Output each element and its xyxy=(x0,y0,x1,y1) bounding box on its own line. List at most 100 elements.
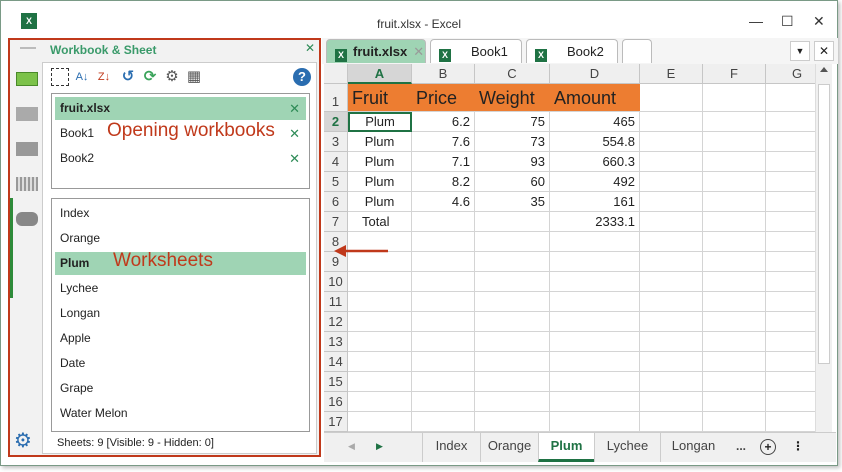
grid-cell[interactable] xyxy=(640,292,703,312)
row-header[interactable]: 10 xyxy=(324,272,348,292)
grid-cell[interactable]: Plum xyxy=(348,192,412,212)
grid-cell[interactable] xyxy=(703,132,766,152)
resize-icon[interactable] xyxy=(51,68,69,86)
row-header[interactable]: 11 xyxy=(324,292,348,312)
grid-cell[interactable] xyxy=(412,232,475,252)
grid-cell[interactable] xyxy=(640,212,703,232)
grid-cell[interactable] xyxy=(703,392,766,412)
sheet-item[interactable]: Apple xyxy=(55,327,306,350)
grid-cell[interactable] xyxy=(412,212,475,232)
help-icon[interactable]: ? xyxy=(293,68,311,86)
grid-cell[interactable] xyxy=(766,84,815,112)
grid-cell[interactable] xyxy=(550,332,640,352)
grid-cell[interactable] xyxy=(640,392,703,412)
grid-cell[interactable] xyxy=(550,352,640,372)
grid-cell[interactable] xyxy=(475,332,550,352)
grid-cell[interactable] xyxy=(475,352,550,372)
grid-cell[interactable] xyxy=(703,312,766,332)
grid-cell[interactable]: 554.8 xyxy=(550,132,640,152)
grid-cell[interactable] xyxy=(703,272,766,292)
grid-cell[interactable] xyxy=(550,272,640,292)
row-header[interactable]: 13 xyxy=(324,332,348,352)
row-header[interactable]: 3 xyxy=(324,132,348,152)
workbook-item[interactable]: Book1 ✕ xyxy=(55,122,306,145)
sheet-options-icon[interactable]: ⋮ xyxy=(792,439,804,453)
grid-cell[interactable] xyxy=(703,172,766,192)
grid-cell[interactable] xyxy=(348,272,412,292)
refresh-icon[interactable]: ↺ xyxy=(121,68,135,85)
grid-cell[interactable] xyxy=(550,372,640,392)
grid-cell[interactable] xyxy=(766,172,815,192)
column-header[interactable]: B xyxy=(412,64,475,84)
grid-cell[interactable] xyxy=(766,352,815,372)
column-header[interactable]: G xyxy=(766,64,815,84)
row-header[interactable]: 1 xyxy=(324,84,348,112)
grid-cell[interactable]: 4.6 xyxy=(412,192,475,212)
grid-cell[interactable] xyxy=(766,412,815,432)
grid-cell[interactable] xyxy=(640,132,703,152)
close-tab-icon[interactable]: ✕ xyxy=(413,44,425,59)
grid-cell[interactable] xyxy=(412,412,475,432)
sheet-tab[interactable]: Longan xyxy=(660,433,726,462)
scroll-thumb[interactable] xyxy=(818,84,830,364)
sheet-tab[interactable]: Lychee xyxy=(594,433,660,462)
grid-cell[interactable] xyxy=(475,252,550,272)
columns-tab-icon[interactable] xyxy=(16,177,38,191)
close-tabs-button[interactable]: ✕ xyxy=(814,41,834,61)
grid-cell[interactable]: 73 xyxy=(475,132,550,152)
grid-cell[interactable]: 75 xyxy=(475,112,550,132)
grid-cell[interactable] xyxy=(766,272,815,292)
grid-cell[interactable] xyxy=(550,252,640,272)
grid-cell[interactable]: 8.2 xyxy=(412,172,475,192)
grid-cell[interactable]: 465 xyxy=(550,112,640,132)
sheet-item[interactable]: Date xyxy=(55,352,306,375)
grid-cell[interactable] xyxy=(640,232,703,252)
sheet-item[interactable]: Orange xyxy=(55,227,306,250)
grid-cell[interactable] xyxy=(640,152,703,172)
sheet-next-icon[interactable]: ▶ xyxy=(376,441,383,451)
grid-cell[interactable] xyxy=(412,352,475,372)
grid-cell[interactable] xyxy=(475,412,550,432)
grid-cell[interactable] xyxy=(348,352,412,372)
grid-cell[interactable] xyxy=(550,392,640,412)
grid-cell[interactable]: Total xyxy=(348,212,412,232)
pane-resize-handle[interactable] xyxy=(10,198,13,298)
vertical-scrollbar[interactable] xyxy=(815,64,832,434)
sheet-tab[interactable]: Plum xyxy=(538,433,594,462)
row-header[interactable]: 2 xyxy=(324,112,348,132)
grid-cell[interactable] xyxy=(640,352,703,372)
row-header[interactable]: 6 xyxy=(324,192,348,212)
tab-dropdown-button[interactable]: ▼ xyxy=(790,41,810,61)
grid-cell[interactable] xyxy=(348,312,412,332)
grid-cell[interactable] xyxy=(703,152,766,172)
row-header[interactable]: 17 xyxy=(324,412,348,432)
grid-cell[interactable] xyxy=(475,232,550,252)
column-header[interactable]: C xyxy=(475,64,550,84)
row-header[interactable]: 15 xyxy=(324,372,348,392)
grid-cell[interactable] xyxy=(703,212,766,232)
sheet-tab[interactable]: Orange xyxy=(480,433,538,462)
grid-cell[interactable]: 6.2 xyxy=(412,112,475,132)
grid-cell[interactable] xyxy=(550,412,640,432)
close-window-button[interactable]: ✕ xyxy=(813,13,825,29)
drag-grip-icon[interactable] xyxy=(20,47,36,49)
grid-cell[interactable] xyxy=(412,392,475,412)
close-workbook-icon[interactable]: ✕ xyxy=(289,101,300,116)
grid-cell[interactable] xyxy=(703,332,766,352)
sheet-item[interactable]: Grape xyxy=(55,377,306,400)
sort-az-icon[interactable]: A↓ xyxy=(75,71,89,83)
sheet-item[interactable]: Lychee xyxy=(55,277,306,300)
grid-cell[interactable] xyxy=(703,232,766,252)
grid-cell[interactable] xyxy=(412,272,475,292)
row-header[interactable]: 5 xyxy=(324,172,348,192)
grid-cell[interactable]: 492 xyxy=(550,172,640,192)
sync-icon[interactable]: ⟳ xyxy=(143,68,157,85)
grid-cell[interactable] xyxy=(766,132,815,152)
sheet-item[interactable]: Index xyxy=(55,202,306,225)
grid-cell[interactable] xyxy=(766,212,815,232)
grid-cell[interactable] xyxy=(640,272,703,292)
grid-cell[interactable]: 60 xyxy=(475,172,550,192)
grid-cell[interactable] xyxy=(703,412,766,432)
grid-cell[interactable] xyxy=(348,412,412,432)
